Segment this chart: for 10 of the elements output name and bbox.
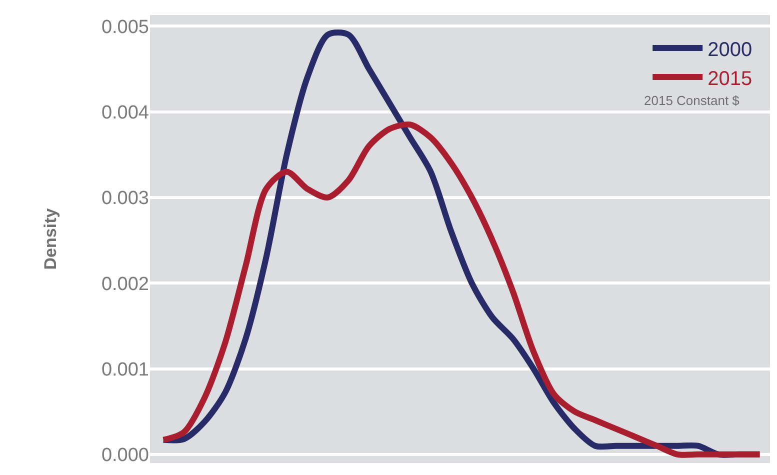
legend-label: 2000 — [708, 38, 752, 61]
y-tick-label: 0.004 — [101, 102, 150, 124]
y-tick-label: 0.003 — [101, 188, 149, 210]
y-tick-label: 0.001 — [101, 359, 149, 380]
y-tick-label: 0.005 — [101, 16, 149, 38]
y-tick-label: 0.000 — [101, 445, 149, 466]
y-tick-label: 0.002 — [101, 274, 149, 295]
annotation: 2015 Constant $ — [644, 93, 740, 108]
legend-label: 2015 — [708, 68, 752, 90]
y-axis-title: Density — [41, 208, 60, 270]
